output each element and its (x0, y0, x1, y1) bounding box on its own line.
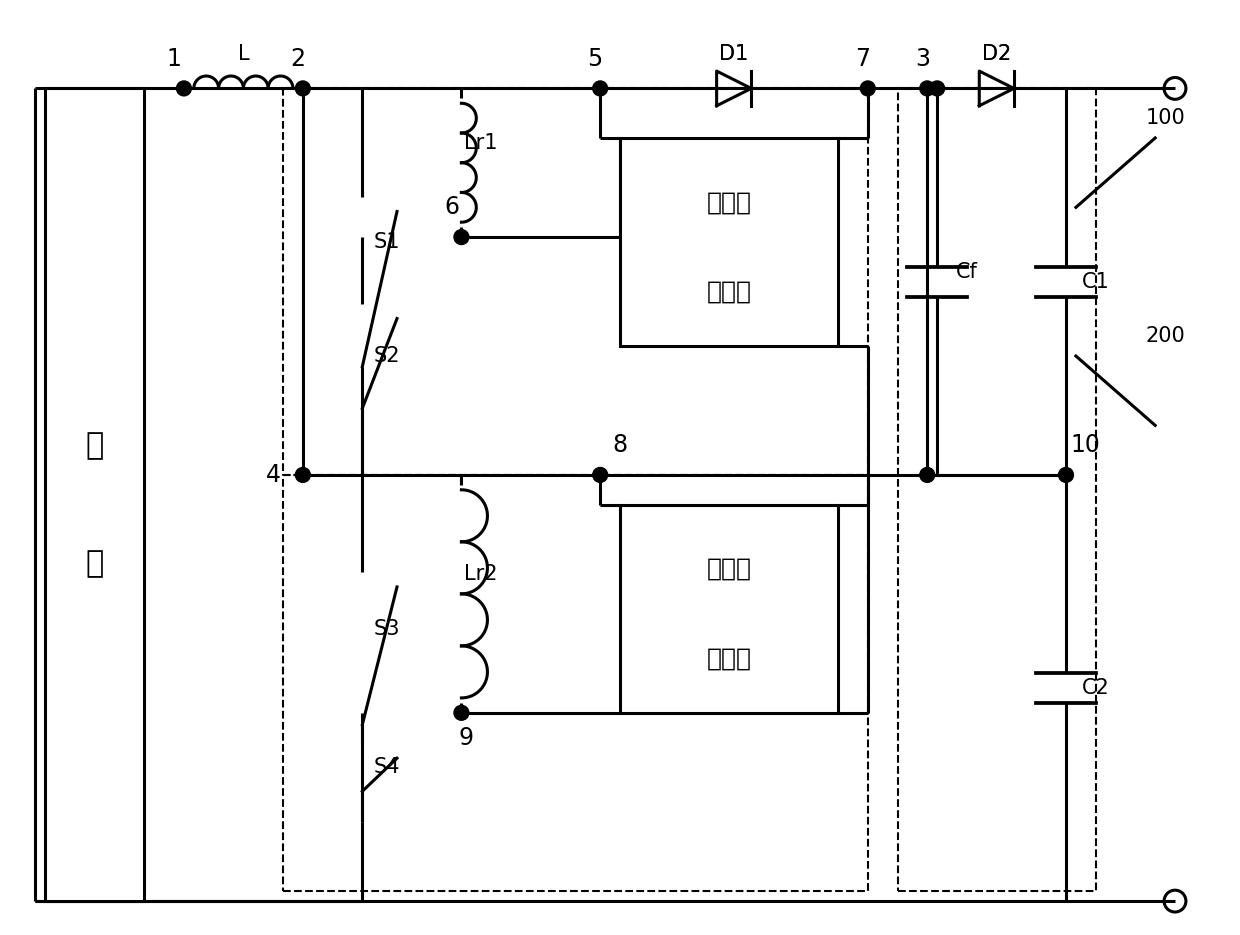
Circle shape (454, 705, 469, 720)
Text: 5: 5 (588, 47, 603, 71)
Text: Lr2: Lr2 (465, 564, 498, 584)
Text: 8: 8 (613, 433, 627, 457)
Circle shape (593, 81, 608, 96)
Text: 冲电路: 冲电路 (707, 646, 751, 670)
Text: 6: 6 (444, 195, 459, 220)
Text: 4: 4 (265, 463, 280, 487)
Text: 100: 100 (1146, 108, 1185, 128)
Text: D2: D2 (982, 44, 1012, 64)
Text: L: L (238, 44, 249, 64)
Text: S3: S3 (373, 619, 401, 639)
Text: 冲电路: 冲电路 (707, 280, 751, 304)
Text: D1: D1 (719, 44, 749, 64)
Text: Lr1: Lr1 (465, 133, 498, 153)
Circle shape (295, 468, 310, 482)
Text: C1: C1 (1081, 272, 1110, 292)
Text: S2: S2 (373, 346, 401, 366)
Circle shape (920, 81, 935, 96)
Circle shape (176, 81, 191, 96)
Text: C2: C2 (1081, 678, 1110, 698)
Circle shape (861, 81, 875, 96)
FancyBboxPatch shape (620, 138, 838, 346)
Circle shape (454, 230, 469, 245)
Text: Cf: Cf (956, 262, 978, 281)
Text: S4: S4 (373, 757, 401, 777)
Text: 9: 9 (459, 726, 474, 750)
Text: 电: 电 (86, 431, 104, 460)
Circle shape (295, 81, 310, 96)
Text: D1: D1 (719, 44, 749, 64)
Circle shape (1059, 468, 1074, 482)
Circle shape (593, 468, 608, 482)
FancyBboxPatch shape (45, 89, 144, 901)
Text: 2: 2 (290, 47, 305, 71)
Text: 第二缓: 第二缓 (707, 557, 751, 581)
Text: 1: 1 (166, 47, 181, 71)
Text: D2: D2 (982, 44, 1012, 64)
Text: S1: S1 (373, 232, 401, 252)
Text: 第一缓: 第一缓 (707, 191, 751, 214)
Text: 10: 10 (1071, 433, 1101, 457)
Text: 7: 7 (856, 47, 870, 71)
Text: 源: 源 (86, 550, 104, 579)
Text: 3: 3 (915, 47, 930, 71)
Text: 200: 200 (1146, 326, 1185, 346)
Circle shape (930, 81, 945, 96)
FancyBboxPatch shape (620, 505, 838, 712)
Circle shape (920, 468, 935, 482)
